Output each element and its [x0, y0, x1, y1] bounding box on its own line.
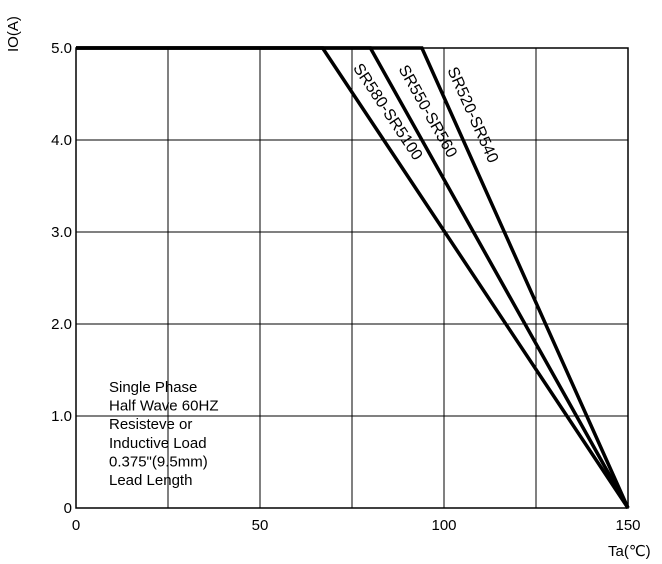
y-tick-label: 4.0	[51, 132, 72, 149]
x-tick-label: 100	[431, 517, 456, 534]
series-lines	[76, 46, 630, 509]
x-tick-label: 50	[252, 517, 269, 534]
annotation-line: Resisteve or	[109, 416, 192, 433]
y-axis-title: IO(A)	[5, 16, 22, 52]
y-tick-label: 0	[64, 500, 72, 517]
x-tick-label: 0	[72, 517, 80, 534]
annotation-line: Lead Length	[109, 472, 192, 489]
y-tick-label: 5.0	[51, 40, 72, 57]
x-axis-title: Ta(℃)	[608, 543, 651, 560]
annotation-line: Single Phase	[109, 379, 197, 396]
series-line-2	[76, 46, 630, 509]
annotation-line: Half Wave 60HZ	[109, 398, 218, 415]
y-tick-label: 3.0	[51, 224, 72, 241]
y-tick-label: 2.0	[51, 316, 72, 333]
grid-lines	[76, 48, 628, 508]
annotation-line: 0.375"(9.5mm)	[109, 453, 208, 470]
annotation-line: Inductive Load	[109, 435, 207, 452]
tick-labels: 0 50 100 150 0 1.0 2.0 3.0 4.0 5.0	[51, 40, 640, 534]
x-tick-label: 150	[615, 517, 640, 534]
y-tick-label: 1.0	[51, 408, 72, 425]
